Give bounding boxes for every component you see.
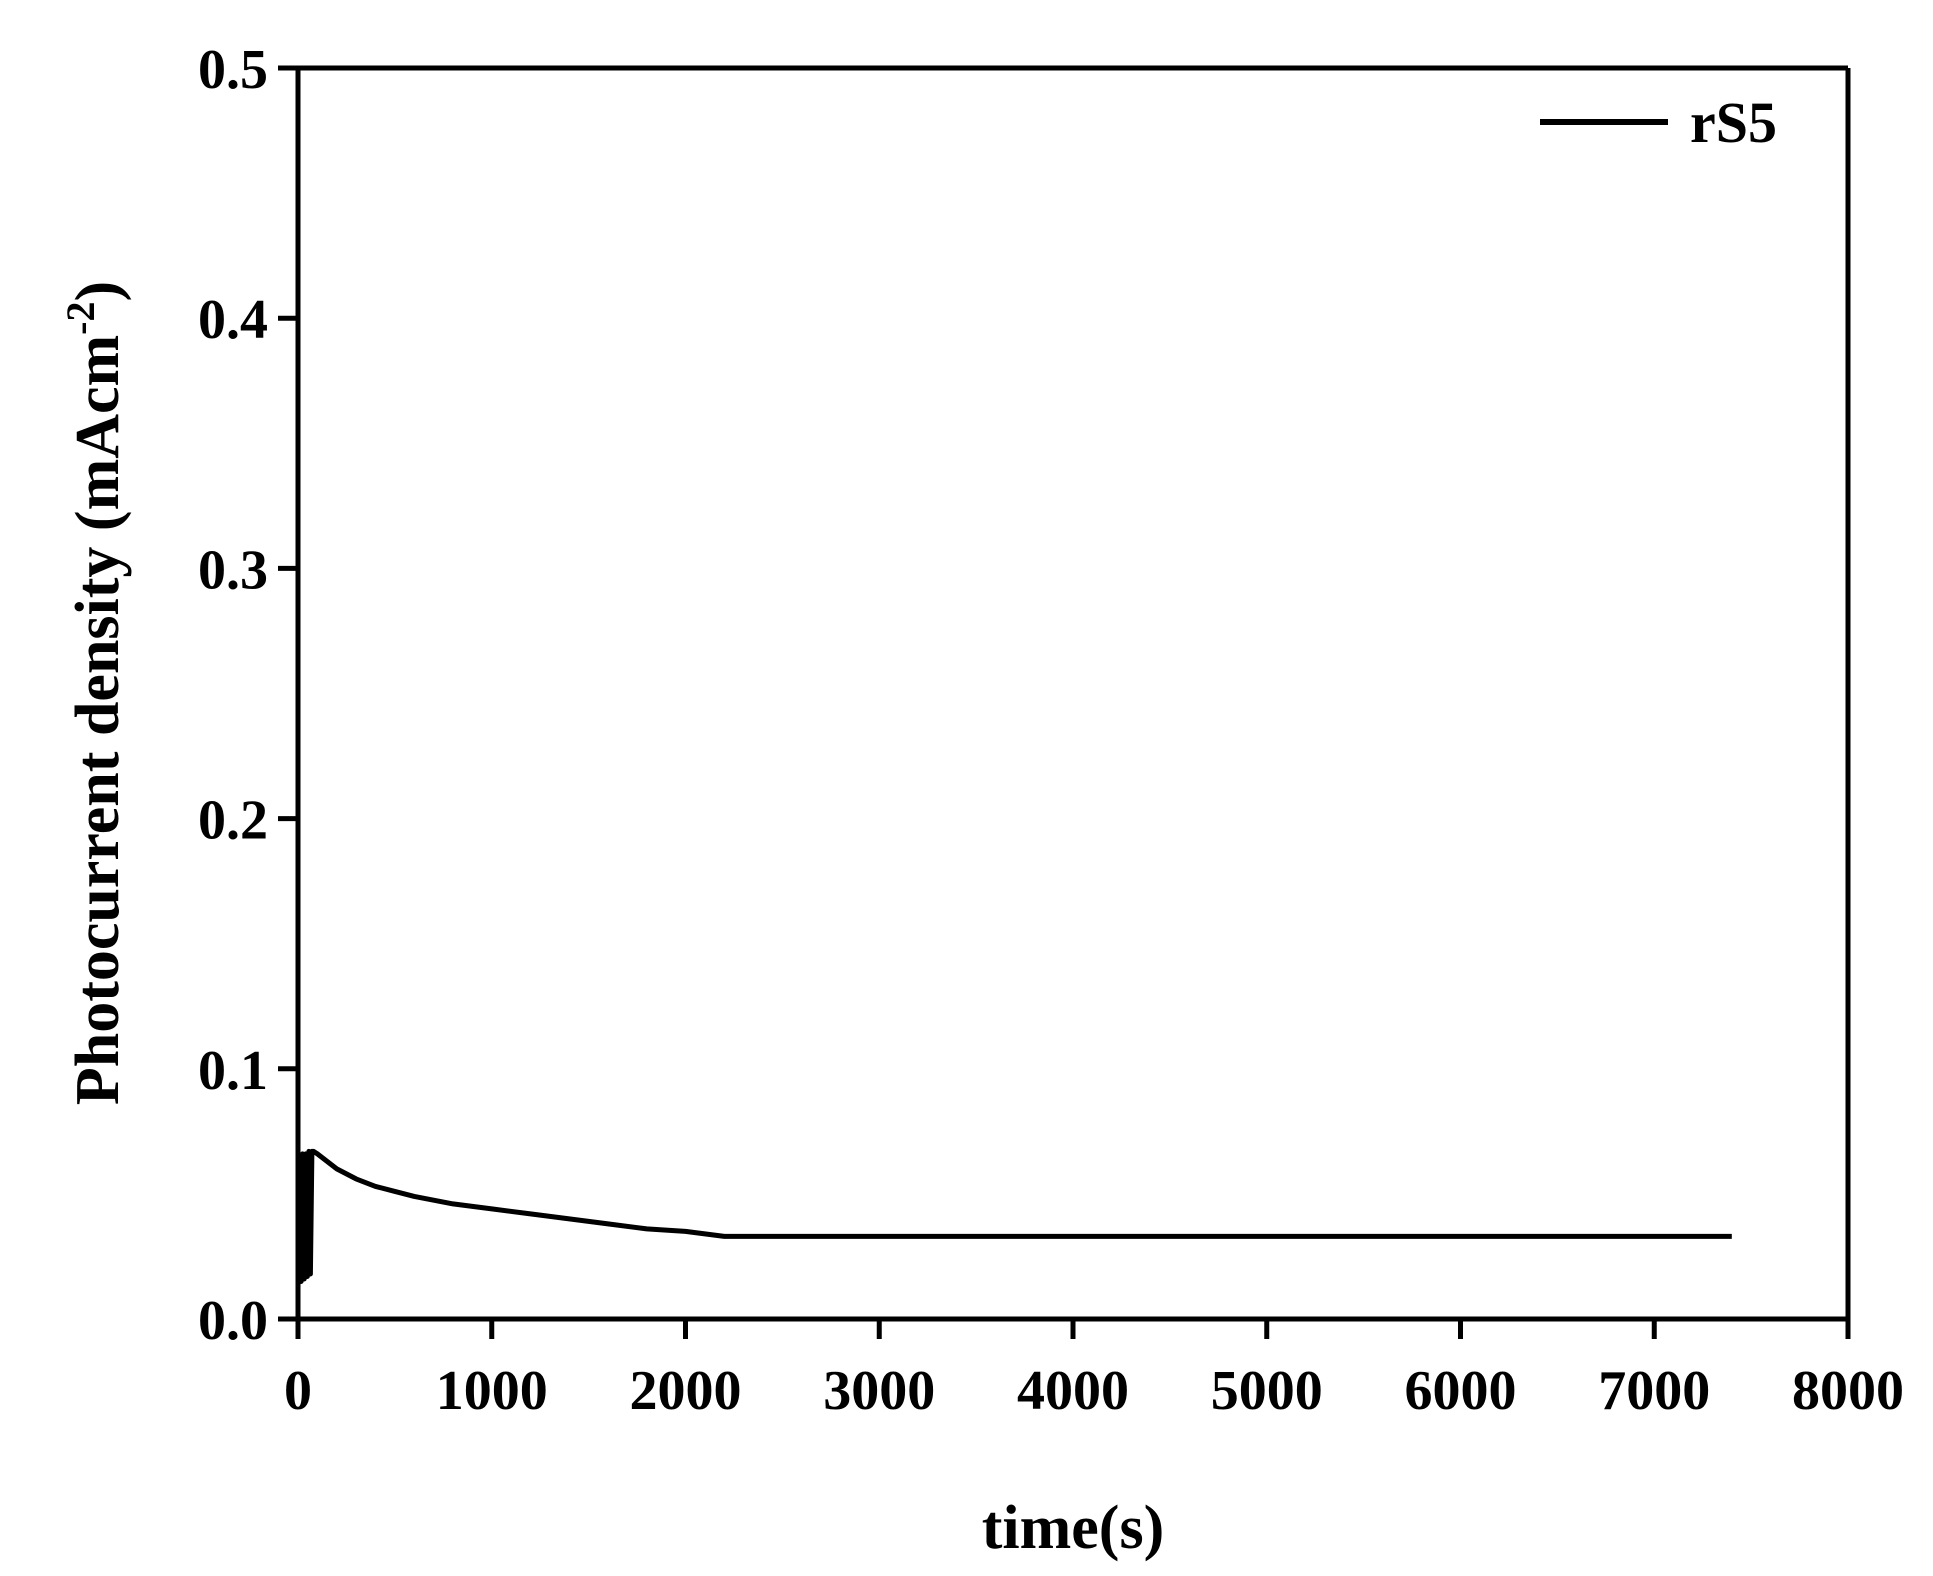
y-tick-label: 0.2 xyxy=(198,790,268,852)
plot-area xyxy=(295,65,1851,1322)
y-tick-label: 0.4 xyxy=(198,289,268,351)
x-ticks: 0 1000 2000 3000 4000 5000 6000 7000 8000 xyxy=(284,1319,1904,1422)
x-tick-label: 1000 xyxy=(436,1360,548,1422)
x-axis-title: time(s) xyxy=(982,1494,1164,1562)
legend: rS5 xyxy=(1540,90,1777,155)
x-tick-label: 4000 xyxy=(1017,1360,1129,1422)
series-layer xyxy=(295,1148,1732,1290)
x-tick-label: 5000 xyxy=(1211,1360,1323,1422)
x-tick-label: 8000 xyxy=(1792,1360,1904,1422)
y-axis-title-sup: -2 xyxy=(58,302,103,335)
legend-label-rs5: rS5 xyxy=(1690,90,1777,155)
x-tick-label: 2000 xyxy=(630,1360,742,1422)
y-ticks: 0.0 0.1 0.2 0.3 0.4 0.5 xyxy=(198,39,298,1352)
y-axis-title-close: ) xyxy=(64,281,132,302)
x-tick-label: 6000 xyxy=(1405,1360,1517,1422)
series-line-rs5 xyxy=(295,1148,1732,1290)
y-tick-label: 0.5 xyxy=(198,39,268,101)
y-tick-label: 0.1 xyxy=(198,1040,268,1102)
y-axis-title: Photocurrent density (mAcm-2) xyxy=(58,281,132,1105)
y-tick-label: 0.0 xyxy=(198,1290,268,1352)
x-tick-label: 7000 xyxy=(1598,1360,1710,1422)
x-tick-label: 0 xyxy=(284,1360,312,1422)
x-tick-label: 3000 xyxy=(823,1360,935,1422)
y-axis-title-main: Photocurrent density (mAcm xyxy=(64,335,132,1105)
y-tick-label: 0.3 xyxy=(198,539,268,601)
